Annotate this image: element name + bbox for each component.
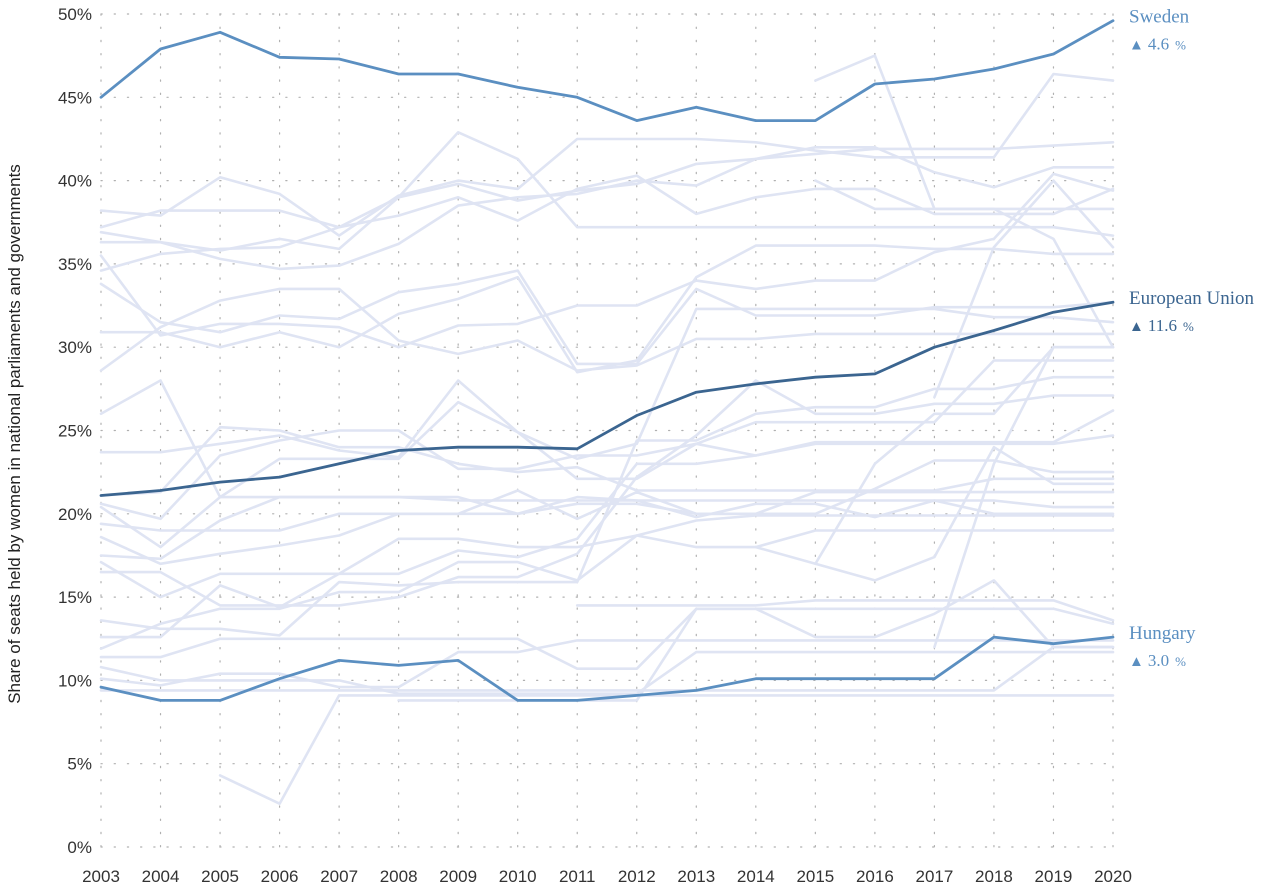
background-series-line xyxy=(99,489,1115,532)
background-series-line xyxy=(99,459,1115,566)
x-tick-label: 2014 xyxy=(737,867,775,886)
background-series-line xyxy=(99,429,1115,521)
background-series-line xyxy=(933,345,1115,649)
background-series-line xyxy=(99,146,1115,271)
series-change-label: ▲ 11.6% xyxy=(1129,316,1194,335)
y-tick-label: 45% xyxy=(58,88,92,107)
background-series-line xyxy=(99,287,1115,372)
background-series-line xyxy=(99,131,1115,252)
background-series-line xyxy=(99,645,1115,692)
background-series-line xyxy=(933,179,1115,399)
series-line-sweden xyxy=(99,19,1115,122)
y-tick-label: 50% xyxy=(58,5,92,24)
series-line-european-union xyxy=(99,300,1115,497)
background-series-line xyxy=(814,179,1115,349)
y-tick-label: 10% xyxy=(58,671,92,690)
background-series-line xyxy=(99,307,1115,499)
series-line-hungary xyxy=(99,635,1115,702)
x-tick-label: 2009 xyxy=(439,867,477,886)
background-series-line xyxy=(99,639,1115,689)
x-tick-label: 2012 xyxy=(618,867,656,886)
background-series-line xyxy=(814,54,1115,211)
x-tick-label: 2007 xyxy=(320,867,358,886)
series-change-label: ▲ 4.6% xyxy=(1129,35,1186,54)
background-series-line xyxy=(99,495,1115,561)
x-tick-label: 2017 xyxy=(915,867,953,886)
x-tick-label: 2013 xyxy=(677,867,715,886)
background-series-line xyxy=(218,694,1115,805)
x-tick-label: 2006 xyxy=(261,867,299,886)
y-tick-label: 15% xyxy=(58,588,92,607)
y-tick-label: 25% xyxy=(58,422,92,441)
x-tick-label: 2010 xyxy=(499,867,537,886)
x-axis-ticks: 2003 2004 2005 2006 2007 2008 2009 2010 2011 2012… xyxy=(82,867,1132,886)
background-series-line xyxy=(99,514,1115,650)
x-tick-label: 2015 xyxy=(796,867,834,886)
x-tick-label: 2005 xyxy=(201,867,239,886)
y-tick-label: 30% xyxy=(58,338,92,357)
background-series-line xyxy=(99,379,1115,607)
y-axis-ticks: 0% 5% 10% 15% 20% 25% 30% 35% 40% 45% 50% xyxy=(58,5,92,857)
series-labels: Sweden ▲ 4.6 % European Union ▲ 11.6 % Hungary ▲ 3… xyxy=(1129,7,1255,670)
background-series-line xyxy=(99,174,1115,272)
x-tick-label: 2019 xyxy=(1035,867,1073,886)
x-tick-label: 2004 xyxy=(142,867,180,886)
background-series-line xyxy=(99,269,1115,366)
y-tick-label: 35% xyxy=(58,255,92,274)
highlighted-series-lines xyxy=(99,19,1115,702)
background-series-lines xyxy=(99,54,1115,805)
y-tick-label: 40% xyxy=(58,172,92,191)
background-series-line xyxy=(99,529,1115,639)
x-tick-label: 2008 xyxy=(380,867,418,886)
background-series-line xyxy=(99,172,1115,349)
x-tick-label: 2011 xyxy=(559,867,596,886)
x-tick-label: 2018 xyxy=(975,867,1013,886)
background-series-line xyxy=(99,72,1115,237)
y-tick-label: 0% xyxy=(67,838,92,857)
series-change-label: ▲ 3.0% xyxy=(1129,651,1186,670)
background-series-line xyxy=(99,425,1115,497)
y-tick-label: 20% xyxy=(58,505,92,524)
background-series-line xyxy=(99,375,1115,637)
series-name-label: Sweden xyxy=(1129,7,1190,28)
series-name-label: European Union xyxy=(1129,288,1255,309)
series-name-label: Hungary xyxy=(1129,623,1196,644)
x-tick-label: 2003 xyxy=(82,867,120,886)
x-tick-label: 2016 xyxy=(856,867,894,886)
y-tick-label: 5% xyxy=(67,755,92,774)
y-axis-label: Share of seats held by women in national… xyxy=(5,164,24,704)
x-tick-label: 2020 xyxy=(1094,867,1132,886)
background-series-line xyxy=(99,409,1115,599)
background-series-line xyxy=(99,244,1115,374)
background-series-line xyxy=(99,650,1115,695)
background-series-line xyxy=(575,599,1115,622)
